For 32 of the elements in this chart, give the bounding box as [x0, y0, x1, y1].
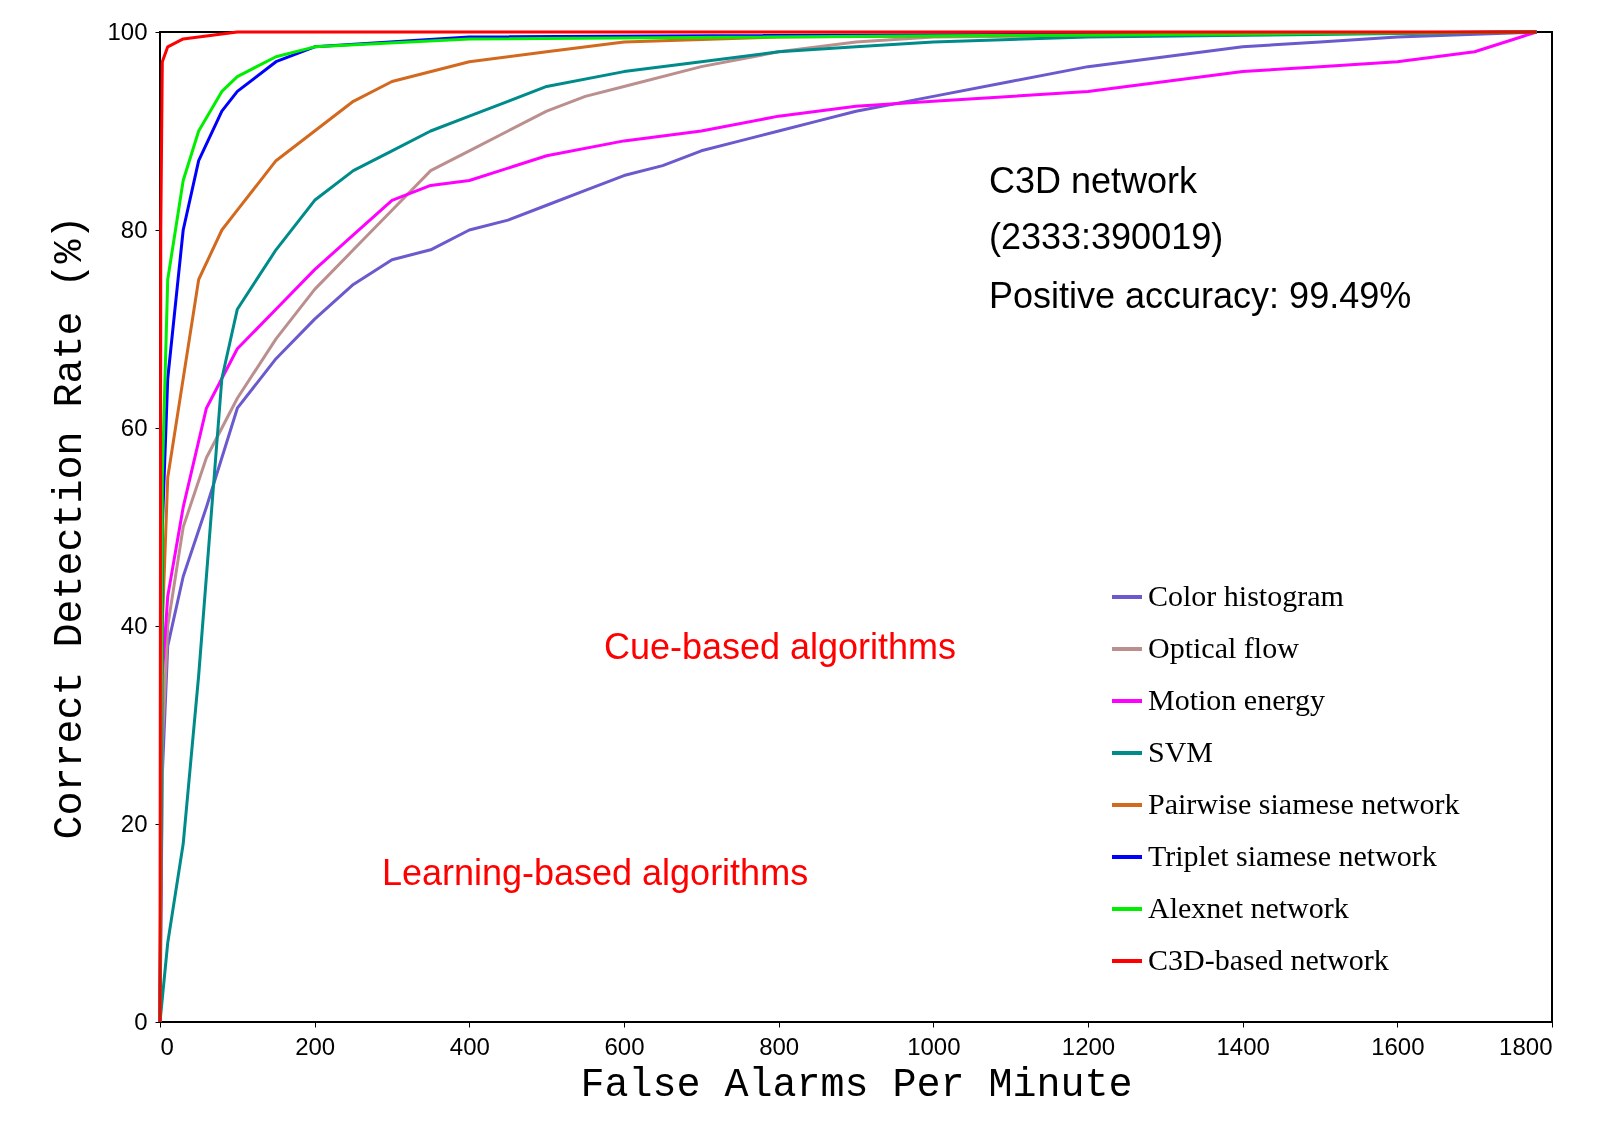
annotation: (2333:390019) [989, 216, 1224, 257]
legend-label: SVM [1148, 735, 1214, 768]
legend-label: Optical flow [1148, 631, 1300, 664]
y-tick-label: 80 [120, 215, 148, 243]
legend-label: Motion energy [1148, 683, 1325, 716]
legend-label: Pairwise siamese network [1148, 787, 1460, 820]
x-tick-label: 0 [160, 1032, 174, 1060]
x-tick-label: 800 [759, 1032, 800, 1060]
x-tick-label: 1600 [1371, 1032, 1425, 1060]
annotation: Positive accuracy: 99.49% [989, 275, 1412, 316]
y-axis-title: Correct Detection Rate (%) [48, 215, 94, 840]
annotation: C3D network [989, 160, 1199, 201]
line-series [158, 30, 1539, 1024]
x-tick-label: 1400 [1216, 1032, 1270, 1060]
legend-label: Alexnet network [1148, 891, 1349, 924]
x-tick-label: 400 [449, 1032, 490, 1060]
legend-label: Triplet siamese network [1148, 839, 1437, 872]
y-tick-label: 20 [120, 809, 148, 837]
y-tick-label: 100 [107, 17, 148, 45]
legend-label: Color histogram [1148, 579, 1344, 612]
y-tick-label: 40 [120, 611, 148, 639]
annotation: Learning-based algorithms [381, 852, 809, 893]
x-tick-label: 200 [295, 1032, 336, 1060]
annotation: Cue-based algorithms [603, 626, 957, 667]
y-tick-label: 0 [134, 1007, 148, 1035]
y-tick-label: 60 [120, 413, 148, 441]
x-tick-label: 1000 [907, 1032, 961, 1060]
legend-label: C3D-based network [1148, 943, 1389, 976]
x-tick-label: 1800 [1499, 1032, 1553, 1060]
x-axis-title: False Alarms Per Minute [580, 1062, 1133, 1108]
x-tick-label: 600 [604, 1032, 645, 1060]
x-tick-label: 1200 [1061, 1032, 1116, 1060]
